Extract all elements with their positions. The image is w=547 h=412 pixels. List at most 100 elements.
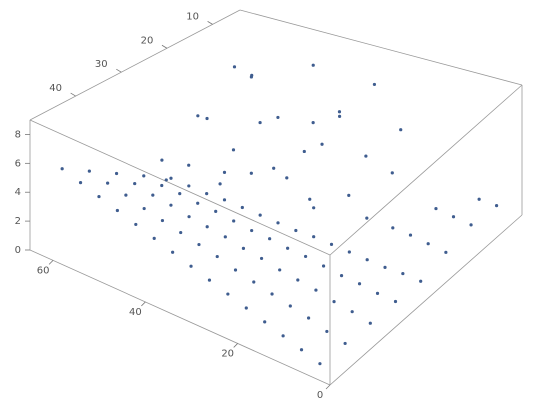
x-tick-label: 60 bbox=[37, 265, 50, 276]
point bbox=[311, 63, 315, 67]
point bbox=[302, 149, 306, 154]
x-tick bbox=[325, 384, 331, 390]
point bbox=[357, 282, 362, 286]
point bbox=[205, 116, 209, 121]
point bbox=[142, 174, 146, 178]
point bbox=[244, 306, 248, 310]
y-tick-label: 40 bbox=[49, 83, 62, 94]
y-tick-label: 10 bbox=[186, 11, 199, 22]
point bbox=[408, 233, 413, 237]
point bbox=[312, 206, 316, 210]
point bbox=[401, 271, 405, 276]
point bbox=[164, 178, 168, 182]
point bbox=[312, 235, 316, 239]
point bbox=[419, 279, 423, 283]
point bbox=[231, 148, 236, 152]
point bbox=[365, 258, 369, 262]
point bbox=[196, 114, 200, 118]
box-edge bbox=[29, 249, 331, 386]
point bbox=[222, 198, 227, 202]
y-tick bbox=[70, 92, 76, 97]
point bbox=[171, 250, 175, 254]
point bbox=[178, 192, 182, 196]
point bbox=[151, 193, 155, 197]
point bbox=[278, 268, 282, 272]
y-tick-label: 20 bbox=[141, 35, 154, 46]
point bbox=[325, 329, 329, 334]
point bbox=[314, 288, 318, 292]
point bbox=[451, 215, 456, 219]
point bbox=[226, 292, 230, 296]
point bbox=[232, 219, 236, 223]
point bbox=[337, 110, 342, 114]
point bbox=[426, 242, 430, 246]
point bbox=[320, 142, 324, 146]
point bbox=[115, 208, 119, 213]
point bbox=[383, 265, 387, 269]
point bbox=[469, 223, 473, 227]
point bbox=[494, 204, 499, 208]
point bbox=[258, 120, 262, 125]
point bbox=[187, 184, 191, 188]
point bbox=[286, 246, 290, 250]
point bbox=[249, 75, 253, 79]
box-edge bbox=[29, 9, 241, 121]
point bbox=[294, 228, 298, 233]
point bbox=[375, 291, 380, 295]
point bbox=[218, 182, 222, 186]
point bbox=[368, 321, 372, 325]
point bbox=[187, 163, 191, 167]
point bbox=[169, 176, 173, 180]
point bbox=[365, 216, 369, 220]
point bbox=[350, 310, 354, 314]
z-tick-label: 6 bbox=[15, 158, 21, 169]
point bbox=[189, 264, 193, 268]
point bbox=[477, 197, 481, 201]
point bbox=[444, 250, 448, 254]
point bbox=[372, 82, 377, 87]
z-tick-label: 0 bbox=[15, 245, 21, 256]
point bbox=[276, 115, 280, 120]
point bbox=[160, 158, 164, 162]
point bbox=[78, 181, 83, 185]
point bbox=[152, 236, 156, 240]
point bbox=[296, 278, 300, 282]
point bbox=[241, 246, 246, 250]
y-tick-label: 30 bbox=[95, 59, 108, 70]
point bbox=[347, 250, 351, 254]
y-tick bbox=[207, 21, 213, 25]
point bbox=[160, 183, 164, 188]
point bbox=[393, 299, 398, 304]
point bbox=[311, 121, 315, 125]
point bbox=[332, 299, 336, 304]
point bbox=[133, 181, 137, 186]
point bbox=[207, 278, 212, 282]
point bbox=[215, 254, 219, 259]
point bbox=[169, 203, 173, 207]
point bbox=[399, 128, 403, 132]
x-tick-label: 20 bbox=[221, 348, 234, 359]
point bbox=[347, 193, 351, 197]
point bbox=[299, 348, 304, 352]
point bbox=[391, 226, 395, 230]
point bbox=[281, 334, 285, 338]
box-edge bbox=[29, 119, 331, 256]
point bbox=[233, 268, 238, 272]
point bbox=[249, 171, 253, 175]
point bbox=[288, 304, 292, 308]
point bbox=[306, 316, 311, 320]
point bbox=[87, 169, 91, 173]
y-tick bbox=[161, 44, 168, 49]
point bbox=[232, 65, 237, 69]
box-edge bbox=[329, 214, 523, 386]
point bbox=[252, 280, 256, 284]
x-tick-label: 40 bbox=[129, 307, 142, 318]
point bbox=[205, 225, 209, 229]
x-tick bbox=[233, 343, 238, 348]
box-edge bbox=[239, 9, 523, 86]
point bbox=[272, 166, 276, 170]
point bbox=[276, 221, 280, 225]
point bbox=[179, 230, 183, 235]
point bbox=[270, 292, 274, 296]
